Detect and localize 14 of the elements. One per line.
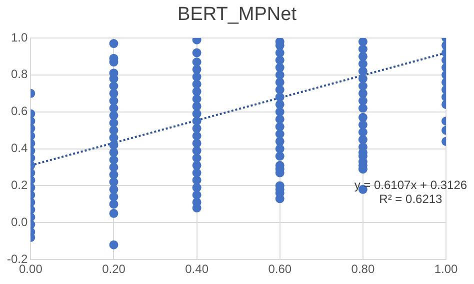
y-tick-label: 1.0 xyxy=(10,30,28,44)
annotation: R² = 0.6213 xyxy=(379,192,443,206)
x-tick-label: 1.00 xyxy=(434,262,458,276)
annotation: y = 0.6107x + 0.3126 xyxy=(354,178,468,192)
y-tick-label: 0.0 xyxy=(10,214,28,229)
x-tick-label: 0.20 xyxy=(102,262,126,276)
x-tick-label: 0.80 xyxy=(351,262,375,276)
x-tick-label: 0.60 xyxy=(268,262,292,276)
y-tick-label: 0.4 xyxy=(10,141,28,156)
chart-title: BERT_MPNet xyxy=(176,4,298,26)
y-tick-label: 0.2 xyxy=(10,178,28,192)
x-tick-label: 0.40 xyxy=(185,262,209,276)
y-tick-label: 0.8 xyxy=(10,67,28,82)
y-tick-label: 0.6 xyxy=(10,104,28,118)
